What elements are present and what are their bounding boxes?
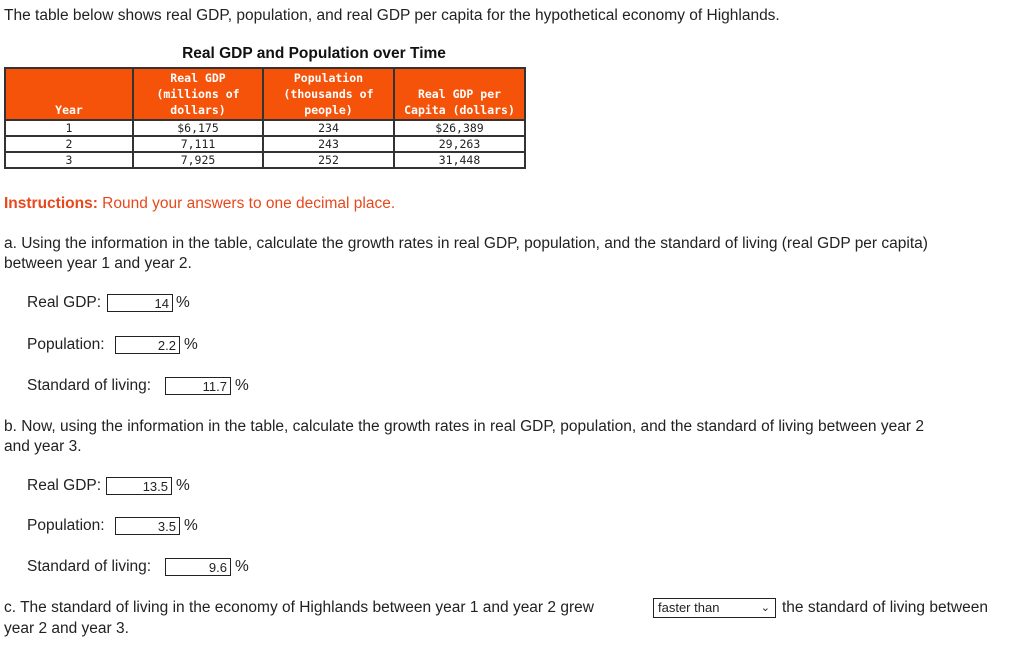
part-b-question-line2: and year 3. (4, 438, 82, 455)
part-b-question: b. Now, using the information in the tab… (4, 418, 924, 435)
cell: $26,389 (393, 119, 526, 137)
a-standard-label: Standard of living: (27, 377, 152, 394)
cell: 243 (262, 135, 395, 153)
cell: $6,175 (132, 119, 264, 137)
a-population-input[interactable]: 2.2 (115, 336, 180, 354)
chevron-down-icon: ⌄ (760, 602, 770, 614)
cell: 1 (4, 119, 134, 137)
cell: 2 (4, 135, 134, 153)
cell: 3 (4, 151, 134, 169)
part-c-text-after: the standard of living between (782, 599, 988, 616)
percent-sign: % (235, 377, 249, 394)
table-header-row: Year Real GDP (millions of dollars) Popula… (4, 67, 526, 121)
percent-sign: % (235, 558, 249, 575)
percent-sign: % (176, 477, 190, 494)
a-standard-input[interactable]: 11.7 (165, 377, 231, 395)
b-real-gdp-input[interactable]: 13.5 (106, 477, 172, 495)
instructions: Instructions: Round your answers to one … (4, 195, 395, 213)
b-population-input[interactable]: 3.5 (115, 517, 180, 535)
b-population-label: Population: (27, 517, 105, 534)
b-standard-label: Standard of living: (27, 558, 152, 575)
percent-sign: % (176, 294, 190, 311)
instructions-text: Round your answers to one decimal place. (97, 195, 396, 212)
table-title: Real GDP and Population over Time (182, 45, 446, 62)
intro-text: The table below shows real GDP, populati… (4, 7, 780, 24)
b-real-gdp-label: Real GDP: (27, 477, 102, 494)
cell: 7,111 (132, 135, 264, 153)
table-row: 1 $6,175 234 $26,389 (4, 119, 526, 137)
b-standard-input[interactable]: 9.6 (165, 558, 231, 576)
part-c-line2: year 2 and year 3. (4, 620, 129, 637)
a-real-gdp-label: Real GDP: (27, 294, 102, 311)
cell: 29,263 (393, 135, 526, 153)
header-population: Population (thousands of people) (262, 67, 395, 121)
comparison-select[interactable]: faster than ⌄ (653, 598, 776, 618)
table-row: 2 7,111 243 29,263 (4, 135, 526, 153)
instructions-label: Instructions: (4, 195, 98, 212)
part-a-question: a. Using the information in the table, c… (4, 235, 928, 252)
table-row: 3 7,925 252 31,448 (4, 151, 526, 169)
header-year: Year (4, 67, 134, 121)
cell: 7,925 (132, 151, 264, 169)
percent-sign: % (184, 336, 198, 353)
header-real-gdp: Real GDP (millions of dollars) (132, 67, 264, 121)
percent-sign: % (184, 517, 198, 534)
a-real-gdp-input[interactable]: 14 (107, 294, 173, 312)
a-population-label: Population: (27, 336, 105, 353)
part-a-question-line2: between year 1 and year 2. (4, 255, 192, 272)
header-gdp-per-capita: Real GDP per Capita (dollars) (393, 67, 526, 121)
cell: 252 (262, 151, 395, 169)
selected-option: faster than (658, 600, 720, 615)
part-c-text-before: c. The standard of living in the economy… (4, 599, 594, 616)
cell: 234 (262, 119, 395, 137)
gdp-table: Year Real GDP (millions of dollars) Popula… (4, 67, 526, 169)
cell: 31,448 (393, 151, 526, 169)
